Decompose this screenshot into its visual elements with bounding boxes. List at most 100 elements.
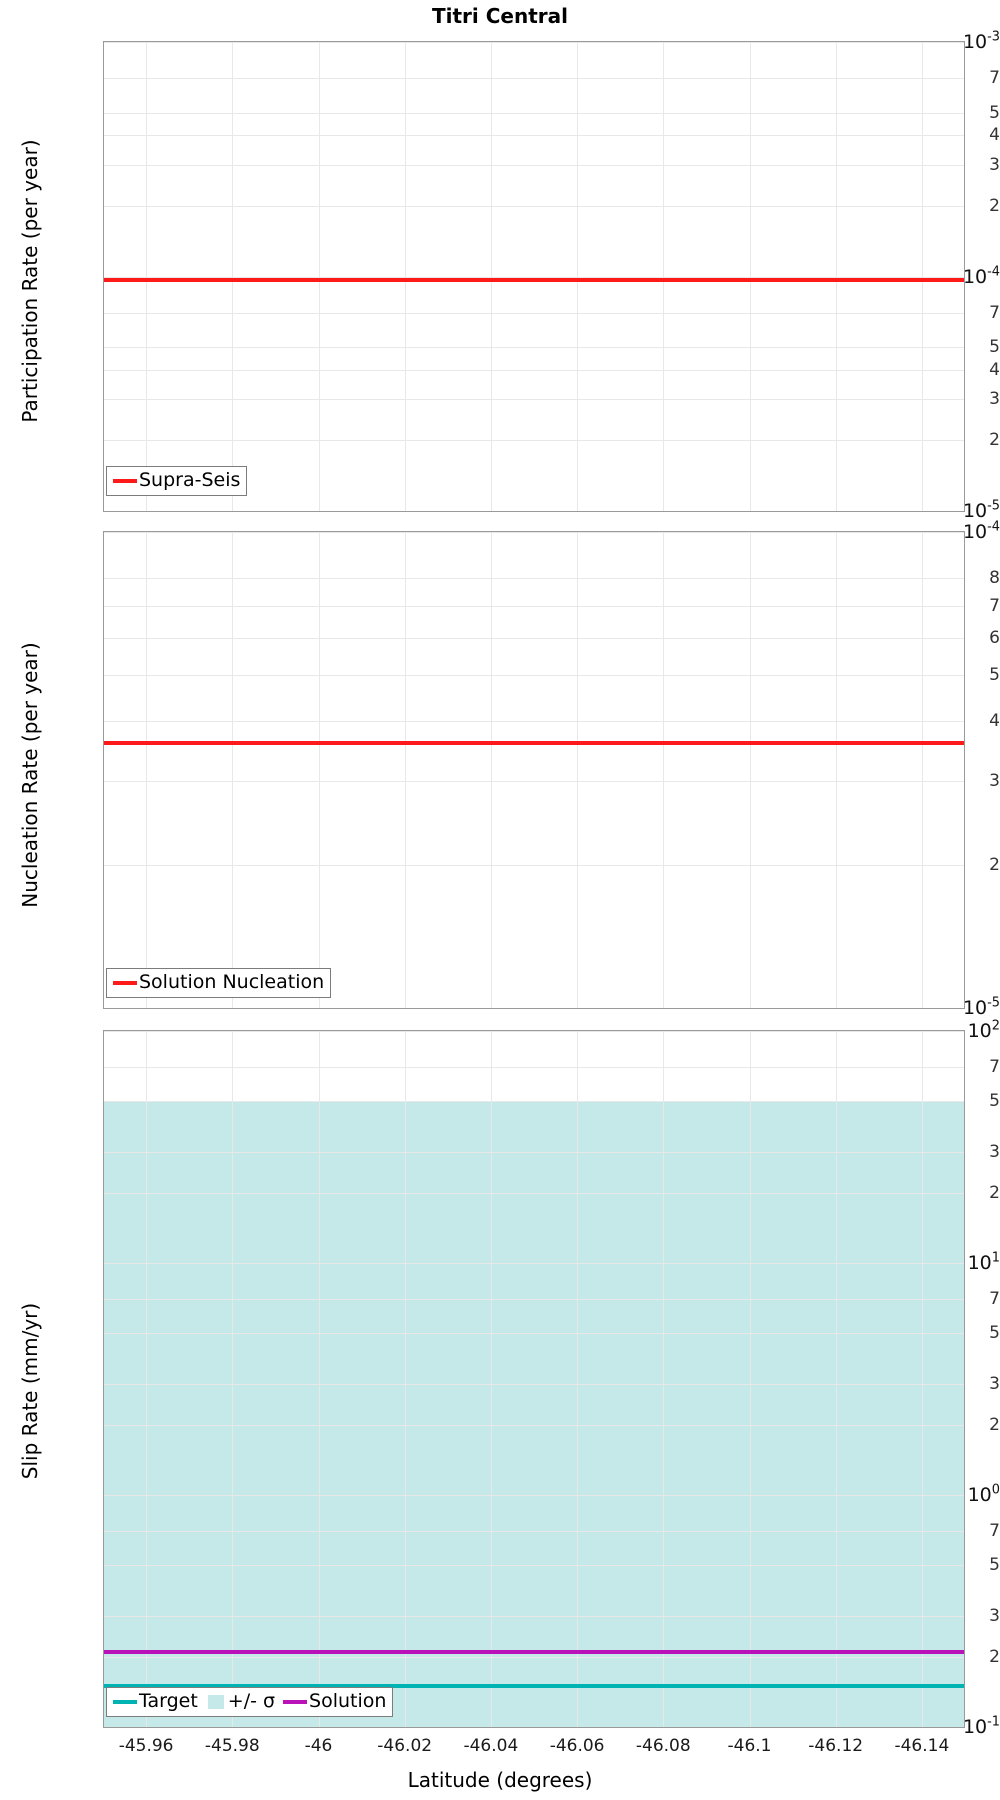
grid-line-vertical: [577, 1031, 579, 1727]
grid-line-horizontal: [104, 511, 964, 512]
legend-line-swatch: [283, 1699, 308, 1704]
grid-line-vertical: [921, 1031, 923, 1727]
grid-line-vertical: [232, 1031, 234, 1727]
grid-line-horizontal: [104, 1425, 964, 1427]
legend-line-swatch: [113, 1699, 137, 1704]
y-tick-label: 10-3: [962, 29, 1000, 53]
grid-line-horizontal: [104, 312, 964, 314]
grid-line-horizontal: [104, 112, 964, 114]
panel-slip-rate: [103, 1030, 965, 1728]
x-tick-label: -45.98: [204, 1736, 260, 1756]
grid-line-horizontal: [104, 578, 964, 580]
y-tick-label: 10-4: [962, 264, 1000, 288]
grid-line-vertical: [490, 1031, 492, 1727]
legend-entry: Supra-Seis: [113, 471, 240, 490]
y-tick-label: 100: [967, 1482, 1000, 1506]
y-tick-label: 2: [989, 854, 1000, 875]
grid-line-horizontal: [104, 1066, 964, 1068]
y-tick-label: 7: [989, 1520, 1000, 1541]
grid-line-horizontal: [104, 42, 964, 43]
y-tick-label: 7: [989, 1056, 1000, 1077]
y-tick-label: 8: [989, 568, 1000, 589]
grid-line-horizontal: [104, 164, 964, 166]
legend-label: Supra-Seis: [139, 469, 241, 491]
grid-line-horizontal: [104, 1263, 964, 1264]
legend-label: Target: [139, 1690, 198, 1712]
y-tick-label: 5: [989, 1090, 1000, 1111]
x-tick-label: -46.12: [808, 1736, 864, 1756]
x-tick-label: -46.02: [377, 1736, 433, 1756]
grid-line-horizontal: [104, 1495, 964, 1496]
grid-line-horizontal: [104, 721, 964, 723]
grid-line-horizontal: [104, 440, 964, 442]
series-line-target: [104, 1684, 964, 1689]
panel-participation-rate-legend: Supra-Seis: [106, 466, 248, 496]
y-tick-label: 4: [989, 125, 1000, 146]
x-tick-label: -46.1: [727, 1736, 772, 1756]
x-axis-label: Latitude (degrees): [407, 1768, 593, 1792]
grid-line-horizontal: [104, 1564, 964, 1566]
y-tick-label: 10-4: [962, 519, 1000, 543]
grid-line-horizontal: [104, 276, 964, 278]
y-tick-label: 2: [989, 1415, 1000, 1436]
y-tick-label: 2: [989, 195, 1000, 216]
y-tick-label: 3: [989, 1606, 1000, 1627]
y-tick-label: 7: [989, 1288, 1000, 1309]
grid-line-horizontal: [104, 1031, 964, 1032]
grid-line-horizontal: [104, 205, 964, 207]
y-tick-label: 2: [989, 1647, 1000, 1668]
legend-entry: Target: [113, 1692, 198, 1711]
panel-slip-rate-ylabel: Slip Rate (mm/yr): [18, 1302, 42, 1480]
grid-line-horizontal: [104, 1298, 964, 1300]
grid-line-horizontal: [104, 675, 964, 677]
grid-line-horizontal: [104, 399, 964, 401]
panel-participation-rate-ylabel: Participation Rate (per year): [18, 139, 42, 423]
y-tick-label: 5: [989, 1322, 1000, 1343]
y-tick-label: 5: [989, 665, 1000, 686]
grid-line-horizontal: [104, 1152, 964, 1154]
series-line-supra-seis: [104, 277, 964, 282]
grid-line-vertical: [663, 532, 665, 1008]
y-tick-label: 7: [989, 68, 1000, 89]
y-tick-label: 5: [989, 102, 1000, 123]
x-tick-label: -46.06: [549, 1736, 605, 1756]
y-tick-label: 4: [989, 711, 1000, 732]
panel-slip-rate-legend: Target +/- σ Solution: [106, 1687, 394, 1717]
legend-label: +/- σ: [227, 1690, 276, 1712]
grid-line-vertical: [404, 1031, 406, 1727]
legend-entry: Solution: [283, 1692, 386, 1711]
y-tick-label: 2: [989, 430, 1000, 451]
y-tick-label: 7: [989, 302, 1000, 323]
y-tick-label: 6: [989, 627, 1000, 648]
panel-nucleation-rate-legend: Solution Nucleation: [106, 968, 332, 998]
grid-line-horizontal: [104, 1008, 964, 1009]
grid-line-vertical: [835, 1031, 837, 1727]
grid-line-vertical: [921, 532, 923, 1008]
grid-line-vertical: [749, 1031, 751, 1727]
grid-line-vertical: [749, 532, 751, 1008]
y-tick-label: 5: [989, 337, 1000, 358]
legend-entry: +/- σ: [206, 1692, 275, 1711]
grid-line-horizontal: [104, 1727, 964, 1728]
y-tick-label: 3: [989, 154, 1000, 175]
y-tick-label: 7: [989, 595, 1000, 616]
grid-line-vertical: [663, 1031, 665, 1727]
y-tick-label: 4: [989, 359, 1000, 380]
grid-line-horizontal: [104, 1332, 964, 1334]
grid-line-horizontal: [104, 369, 964, 371]
grid-line-vertical: [232, 532, 234, 1008]
grid-line-vertical: [146, 1031, 148, 1727]
grid-line-horizontal: [104, 1100, 964, 1102]
x-tick-label: -46.14: [894, 1736, 950, 1756]
panel-nucleation-rate: [103, 531, 965, 1009]
grid-line-vertical: [404, 532, 406, 1008]
y-tick-label: 101: [967, 1250, 1000, 1274]
y-tick-label: 102: [967, 1018, 1000, 1042]
legend-label: Solution: [309, 1690, 387, 1712]
panel-participation-rate: [103, 41, 965, 512]
grid-line-horizontal: [104, 135, 964, 137]
grid-line-horizontal: [104, 780, 964, 782]
x-tick-label: -46: [304, 1736, 333, 1756]
y-tick-label: 10-5: [962, 995, 1000, 1019]
